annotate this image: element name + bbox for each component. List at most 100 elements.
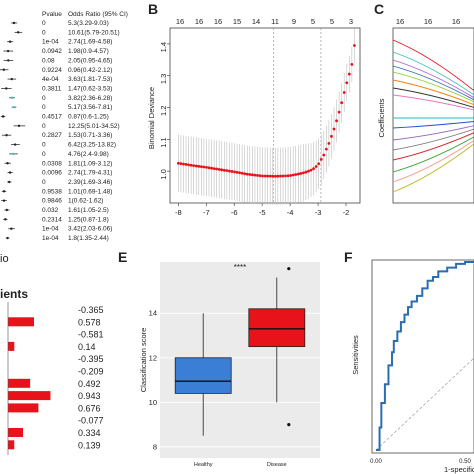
y-tick-label: 1.0 <box>159 169 168 179</box>
y-tick-label: 1.2 <box>159 106 168 116</box>
forest-point <box>1 115 5 118</box>
coefficient-path <box>392 121 474 129</box>
top-tick-label: 16 <box>195 17 203 26</box>
forest-pvalue: 4e-04 <box>42 76 59 83</box>
forest-point <box>10 96 14 100</box>
deviance-point <box>335 119 338 123</box>
top-tick-label: 16 <box>176 17 184 26</box>
coefficient-label: 0.139 <box>78 440 101 450</box>
forest-pvalue: 0.0942 <box>42 48 62 55</box>
coefficient-path <box>392 143 474 193</box>
panel-f-y-label: Sensitivities <box>351 335 360 375</box>
forest-pvalue: 0.032 <box>42 207 59 214</box>
forest-odds-ratio: 1.47(0.62-3.53) <box>68 85 112 92</box>
deviance-point <box>194 164 198 168</box>
deviance-point <box>347 72 351 76</box>
y-tick-label: 1.4 <box>159 42 168 52</box>
top-tick-label: 9 <box>292 17 296 26</box>
forest-odds-ratio: 12.25(5.01-34.52) <box>68 123 120 130</box>
x-category-label: Disease <box>267 462 287 468</box>
forest-odds-ratio: 0.96(0.42-2.12) <box>68 67 112 74</box>
y-tick-label: 8 <box>153 442 157 451</box>
forest-odds-ratio: 5.17(3.56-7.81) <box>68 104 112 111</box>
forest-point <box>2 68 5 71</box>
forest-pvalue: 0 <box>42 104 46 111</box>
deviance-point <box>266 174 270 178</box>
top-tick-label: 16 <box>424 17 432 26</box>
top-tick-label: 15 <box>233 17 241 26</box>
deviance-point <box>228 169 231 173</box>
deviance-point <box>202 165 206 169</box>
deviance-point <box>296 172 300 176</box>
coefficient-label: 0.578 <box>78 317 101 327</box>
coefficient-path <box>392 125 474 141</box>
coefficient-path <box>392 136 474 173</box>
forest-point <box>10 77 13 81</box>
x-tick-label: -2 <box>343 208 350 217</box>
forest-odds-ratio: 1.81(1.09-3.12) <box>68 160 112 167</box>
deviance-point <box>319 158 323 161</box>
forest-pvalue: 1e-04 <box>42 235 59 242</box>
coefficient-path <box>392 71 474 103</box>
forest-pvalue: 0.08 <box>42 57 55 64</box>
panel-c-coefficient-paths: C 16 16 16 Coefficients <box>374 1 474 204</box>
deviance-point <box>301 171 305 175</box>
panel-b-y-label: Binomial Deviance <box>147 87 156 149</box>
deviance-point <box>233 170 236 174</box>
forest-odds-ratio: 1.01(0.69-1.48) <box>68 188 112 195</box>
deviance-point <box>342 91 346 94</box>
deviance-point <box>184 163 188 166</box>
x-tick-label: -6 <box>231 208 238 217</box>
panel-a-axis-fragment: io <box>0 253 9 265</box>
roc-curve <box>376 261 474 451</box>
panel-label-f: F <box>344 249 353 265</box>
coefficient-label: -0.365 <box>78 305 104 315</box>
deviance-point <box>217 168 221 171</box>
coefficient-path <box>392 59 474 99</box>
deviance-point <box>240 171 244 175</box>
forest-odds-ratio: 1.61(1.05-2.5) <box>68 207 109 214</box>
forest-odds-ratio: 3.63(1.81-7.53) <box>68 76 112 83</box>
forest-point <box>4 218 7 221</box>
forest-pvalue: 0 <box>42 20 46 27</box>
forest-point <box>17 124 21 128</box>
forest-pvalue: 0.9224 <box>42 67 62 74</box>
forest-point <box>12 105 16 109</box>
forest-point <box>12 21 16 25</box>
deviance-point <box>273 174 277 178</box>
coefficient-path <box>392 65 474 101</box>
deviance-point <box>337 110 341 114</box>
deviance-point <box>353 44 356 47</box>
y-tick-label: 12 <box>149 353 157 362</box>
deviance-point <box>327 141 331 145</box>
panel-d-title-fragment: ients <box>0 287 28 301</box>
coefficient-path <box>392 51 474 96</box>
panel-c-frame <box>392 27 474 204</box>
coefficient-bar <box>8 403 39 413</box>
forest-point <box>2 199 6 202</box>
coefficient-label: 0.14 <box>78 342 96 352</box>
forest-pvalue: 0.0096 <box>42 170 62 177</box>
deviance-point <box>199 165 203 169</box>
forest-odds-ratio: 1.53(0.71-3.36) <box>68 132 112 139</box>
x-tick-label: 0.00 <box>370 459 382 465</box>
forest-pvalue: 0 <box>42 142 46 149</box>
panel-label-c: C <box>374 1 384 17</box>
coefficient-path <box>392 132 474 161</box>
deviance-point <box>350 62 354 66</box>
panel-e-boxplot: E 8 10 12 14 Healthy Disease **** Classificat… <box>118 249 320 468</box>
forest-odds-ratio: 1.8(1.35-2.44) <box>68 235 109 242</box>
forest-odds-ratio: 3.42(2.03-6.06) <box>68 226 112 233</box>
deviance-point <box>182 162 185 166</box>
forest-pvalue: 0 <box>42 179 46 186</box>
deviance-point <box>276 174 280 178</box>
deviance-point <box>250 173 254 177</box>
deviance-point <box>238 171 242 175</box>
deviance-point <box>345 81 349 85</box>
deviance-point <box>248 173 252 176</box>
panel-label-e: E <box>118 249 127 265</box>
forest-pvalue: 0.2314 <box>42 216 62 223</box>
deviance-point <box>271 174 275 178</box>
forest-point <box>5 87 8 90</box>
x-tick-label: -4 <box>287 208 294 217</box>
